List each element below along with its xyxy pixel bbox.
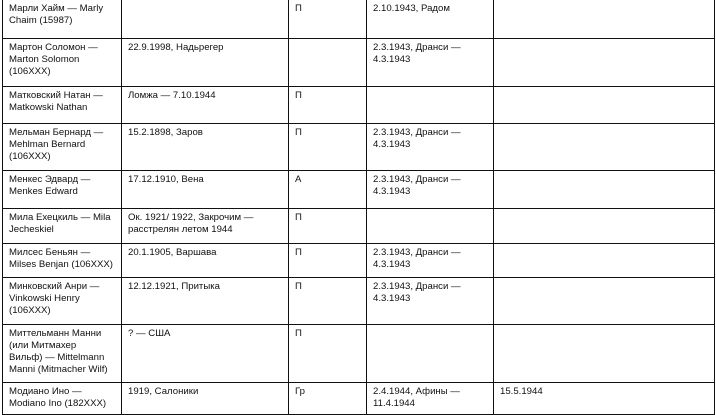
cell-deport: 2.3.1943, Дранси — 4.3.1943 xyxy=(366,38,494,87)
table-row: Миттельманн Манни (или Митмахер Вильф) —… xyxy=(2,324,715,383)
cell-deport: 2.3.1943, Дранси — 4.3.1943 xyxy=(366,243,494,278)
cell-nat xyxy=(288,38,367,87)
table-row: Милсес Беньян — Milses Benjan (106XXX) 20… xyxy=(2,243,715,278)
cell-nat: Гр xyxy=(288,382,367,415)
cell-birth: Ломжа — 7.10.1944 xyxy=(121,86,289,124)
cell-death xyxy=(493,324,715,383)
cell-nat: П xyxy=(288,123,367,171)
cell-nat: П xyxy=(288,86,367,124)
table-row: Мельман Бернард — Mehlman Bernard (106XX… xyxy=(2,123,715,171)
cell-birth: 20.1.1905, Варшава xyxy=(121,243,289,278)
cell-birth: ? — США xyxy=(121,324,289,383)
cell-deport: 2.3.1943, Дранси — 4.3.1943 xyxy=(366,123,494,171)
cell-deport xyxy=(366,86,494,124)
cell-nat: П xyxy=(288,277,367,325)
cell-birth: 17.12.1910, Вена xyxy=(121,170,289,209)
cell-name: Менкес Эдвард — Menkes Edward xyxy=(2,170,122,209)
cell-name: Минковский Анри — Vinkowski Henry (106XX… xyxy=(2,277,122,325)
cell-birth: Ок. 1921/ 1922, Закрочим — расстрелян ле… xyxy=(121,208,289,244)
cell-deport: 2.3.1943, Дранси — 4.3.1943 xyxy=(366,277,494,325)
cell-death xyxy=(493,170,715,209)
cell-nat: П xyxy=(288,0,367,39)
cell-name: Марли Хайм — Marly Chaim (15987) xyxy=(2,0,122,39)
cell-deport xyxy=(366,208,494,244)
cell-death xyxy=(493,277,715,325)
cell-name: Мельман Бернард — Mehlman Bernard (106XX… xyxy=(2,123,122,171)
cell-name: Миттельманн Манни (или Митмахер Вильф) —… xyxy=(2,324,122,383)
cell-birth: 22.9.1998, Надьрегер xyxy=(121,38,289,87)
cell-birth: 15.2.1898, Заров xyxy=(121,123,289,171)
cell-name: Мартон Соломон — Marton Solomon (106XXX) xyxy=(2,38,122,87)
cell-name: Мила Ехецкиль — Mila Jecheskiel xyxy=(2,208,122,244)
cell-name: Милсес Беньян — Milses Benjan (106XXX) xyxy=(2,243,122,278)
cell-death xyxy=(493,208,715,244)
table-row: Модиано Ино — Modiano Ino (182XXX) 1919, … xyxy=(2,382,715,415)
cell-death xyxy=(493,0,715,39)
cell-deport xyxy=(366,324,494,383)
table-row: Минковский Анри — Vinkowski Henry (106XX… xyxy=(2,277,715,325)
cell-birth xyxy=(121,0,289,39)
cell-nat: П xyxy=(288,208,367,244)
cell-death: 15.5.1944 xyxy=(493,382,715,415)
table-row: Мила Ехецкиль — Mila Jecheskiel Ок. 1921/… xyxy=(2,208,715,244)
cell-deport: 2.10.1943, Радом xyxy=(366,0,494,39)
cell-death xyxy=(493,243,715,278)
cell-name: Модиано Ино — Modiano Ino (182XXX) xyxy=(2,382,122,415)
table-row: Марли Хайм — Marly Chaim (15987) П 2.10.19… xyxy=(2,0,715,39)
table-row: Менкес Эдвард — Menkes Edward 17.12.1910,… xyxy=(2,170,715,209)
cell-deport: 2.3.1943, Дранси — 4.3.1943 xyxy=(366,170,494,209)
table-row: Матковский Натан — Matkowski Nathan Ломжа… xyxy=(2,86,715,124)
table-row: Мартон Соломон — Marton Solomon (106XXX)… xyxy=(2,38,715,87)
cell-name: Матковский Натан — Matkowski Nathan xyxy=(2,86,122,124)
cell-death xyxy=(493,38,715,87)
cell-death xyxy=(493,86,715,124)
cell-birth: 12.12.1921, Притыка xyxy=(121,277,289,325)
cell-death xyxy=(493,123,715,171)
cell-nat: П xyxy=(288,243,367,278)
cell-nat: А xyxy=(288,170,367,209)
cell-deport: 2.4.1944, Афины — 11.4.1944 xyxy=(366,382,494,415)
cell-nat: П xyxy=(288,324,367,383)
cell-birth: 1919, Салоники xyxy=(121,382,289,415)
